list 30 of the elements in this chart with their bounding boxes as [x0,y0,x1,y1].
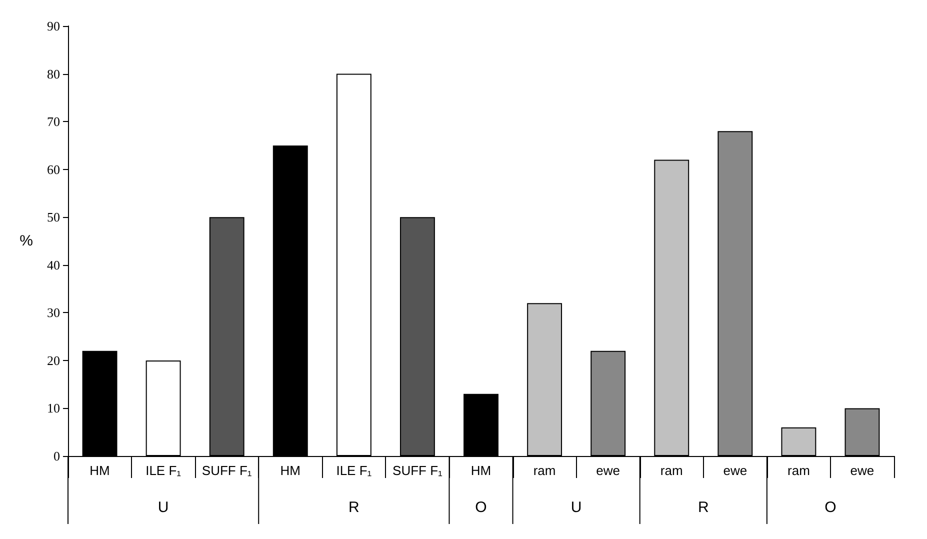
text: O [475,499,487,516]
x-tick-label: ewe [723,463,748,478]
x-tick-label: ILE F₁ [336,463,372,478]
text: O [824,499,836,516]
text: R [348,499,360,516]
y-tick-label: 0 [54,448,60,464]
x-tick-label: ram [660,463,683,478]
y-tick-label: 80 [47,66,60,82]
y-tick-label: 20 [47,352,60,368]
y-tick-label: 50 [47,210,60,225]
x-tick-label: HM [280,463,300,478]
x-tick-label: ram [533,463,556,478]
x-tick-label: ewe [596,463,620,478]
y-tick-label: 60 [47,162,60,177]
x-tick-label: SUFF F₁ [392,463,444,478]
x-tick-label: HM [470,463,492,478]
x-tick-label: ILE F₁ [146,463,182,478]
x-tick-label: ram [787,463,810,478]
x-tick-label: SUFF F₁ [202,463,252,478]
text: U [570,499,582,516]
text: U [158,499,169,516]
y-tick-label: 40 [47,257,60,272]
x-tick-label: ewe [850,463,874,478]
text: R [698,499,709,516]
y-tick-label: 10 [47,400,60,416]
y-tick-label: 90 [47,18,60,34]
y-tick-label: 70 [47,114,60,130]
y-tick-label: 30 [47,305,60,320]
x-tick-label: HM [90,463,110,478]
y-axis-title: % [20,232,33,250]
